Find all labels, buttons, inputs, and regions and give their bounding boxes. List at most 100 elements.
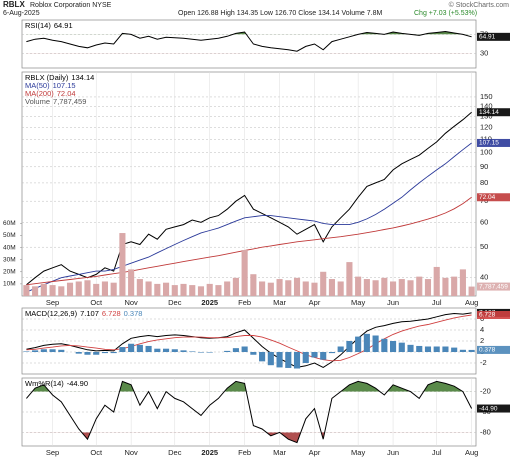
bar xyxy=(101,281,108,296)
bar xyxy=(32,350,39,352)
bar xyxy=(424,279,432,296)
y2-tick-label: 20M xyxy=(3,269,16,276)
legend: Volume 7,787,459 xyxy=(25,97,86,106)
x-tick-label: 2025 xyxy=(201,448,218,457)
bar xyxy=(189,351,196,352)
series-line xyxy=(26,380,473,444)
bar xyxy=(241,249,248,296)
bar xyxy=(163,348,170,352)
bar xyxy=(75,281,82,296)
bar xyxy=(459,269,466,296)
series-line xyxy=(26,30,472,52)
badge-label: 7,787,459 xyxy=(479,283,508,290)
bar xyxy=(416,345,423,352)
bar xyxy=(451,276,458,296)
bar xyxy=(363,333,370,352)
overbought-fill xyxy=(26,381,472,392)
legend-value: 7,787,459 xyxy=(53,97,86,106)
bar xyxy=(136,279,143,296)
y-tick-label: 140 xyxy=(480,101,493,110)
y-tick-label: -20 xyxy=(480,387,491,396)
bar xyxy=(128,343,135,352)
bar xyxy=(163,282,170,296)
bar xyxy=(232,348,239,352)
x-tick-label: Apr xyxy=(309,448,321,457)
y-tick-label: -80 xyxy=(480,427,491,436)
bar xyxy=(267,352,274,366)
bar xyxy=(58,349,65,352)
legend-name: RBLX (Daily) xyxy=(25,73,69,82)
bar xyxy=(197,286,205,296)
y-tick-label: -2 xyxy=(480,358,487,367)
bar xyxy=(302,352,309,363)
bar xyxy=(206,283,213,296)
legend-value: 64.91 xyxy=(54,21,73,30)
y-tick-label: 100 xyxy=(480,147,493,156)
bar xyxy=(433,346,440,352)
bar xyxy=(110,282,117,296)
bar xyxy=(171,285,178,296)
symbol: RBLX xyxy=(3,0,25,9)
bar xyxy=(58,286,65,296)
bar xyxy=(451,347,458,352)
x-tick-label: Oct xyxy=(90,448,103,457)
value-badge xyxy=(477,108,510,117)
bar xyxy=(232,277,239,296)
value-badge xyxy=(477,310,510,319)
value-badge xyxy=(477,32,510,41)
badge-label: 64.91 xyxy=(479,34,496,41)
bar xyxy=(363,279,370,296)
date: 6-Aug-2025 xyxy=(3,10,40,17)
bar xyxy=(468,286,475,296)
bar xyxy=(442,346,449,352)
bar xyxy=(285,280,292,296)
value-badge xyxy=(477,404,510,413)
panel-frame xyxy=(21,307,477,375)
y2-tick-label: 50M xyxy=(3,232,16,239)
y-tick-label: 80 xyxy=(480,178,488,187)
bar xyxy=(416,276,423,296)
badge-label: 0.378 xyxy=(479,347,496,354)
bar xyxy=(136,344,143,352)
y-tick-label: 110 xyxy=(480,134,492,143)
legend-value: 7.107 xyxy=(80,309,99,318)
legend: MACD(12,26,9) 7.107 6.728 0.378 xyxy=(25,309,142,318)
legend: RSI(14) 64.91 xyxy=(25,21,73,30)
series-line xyxy=(26,142,472,293)
bar xyxy=(381,338,388,352)
x-tick-label: Nov xyxy=(124,298,138,307)
bar xyxy=(381,277,388,296)
x-tick-label: Jul xyxy=(432,298,442,307)
badge-label: 134.14 xyxy=(479,109,499,116)
bar xyxy=(93,352,100,355)
bar xyxy=(355,336,362,352)
bar xyxy=(337,281,344,296)
y2-tick-label: 60M xyxy=(3,220,16,227)
bar xyxy=(293,277,301,296)
bar xyxy=(250,274,257,296)
bar xyxy=(398,279,405,296)
legend: MA(50) 107.15 xyxy=(25,81,76,90)
bar xyxy=(372,335,379,352)
bar xyxy=(328,279,335,296)
bar xyxy=(23,351,30,352)
bar xyxy=(49,285,56,296)
y2-tick-label: 30M xyxy=(3,256,16,263)
bar xyxy=(346,341,353,352)
y-tick-label: 4 xyxy=(480,325,484,334)
bar xyxy=(197,352,205,353)
credit: © StockCharts.com xyxy=(449,1,510,9)
bar xyxy=(311,282,318,296)
bar xyxy=(346,262,353,296)
y-tick-label: 50 xyxy=(480,242,488,251)
value-badge xyxy=(477,193,510,202)
x-tick-label: Aug xyxy=(465,298,478,307)
y-tick-label: 60 xyxy=(480,217,488,226)
bar xyxy=(285,352,292,368)
bar xyxy=(390,281,397,296)
x-tick-label: Jun xyxy=(387,448,399,457)
badge-label: -44.90 xyxy=(479,405,498,412)
bar xyxy=(180,283,187,296)
series-line xyxy=(26,314,472,362)
x-tick-label: Apr xyxy=(309,298,321,307)
